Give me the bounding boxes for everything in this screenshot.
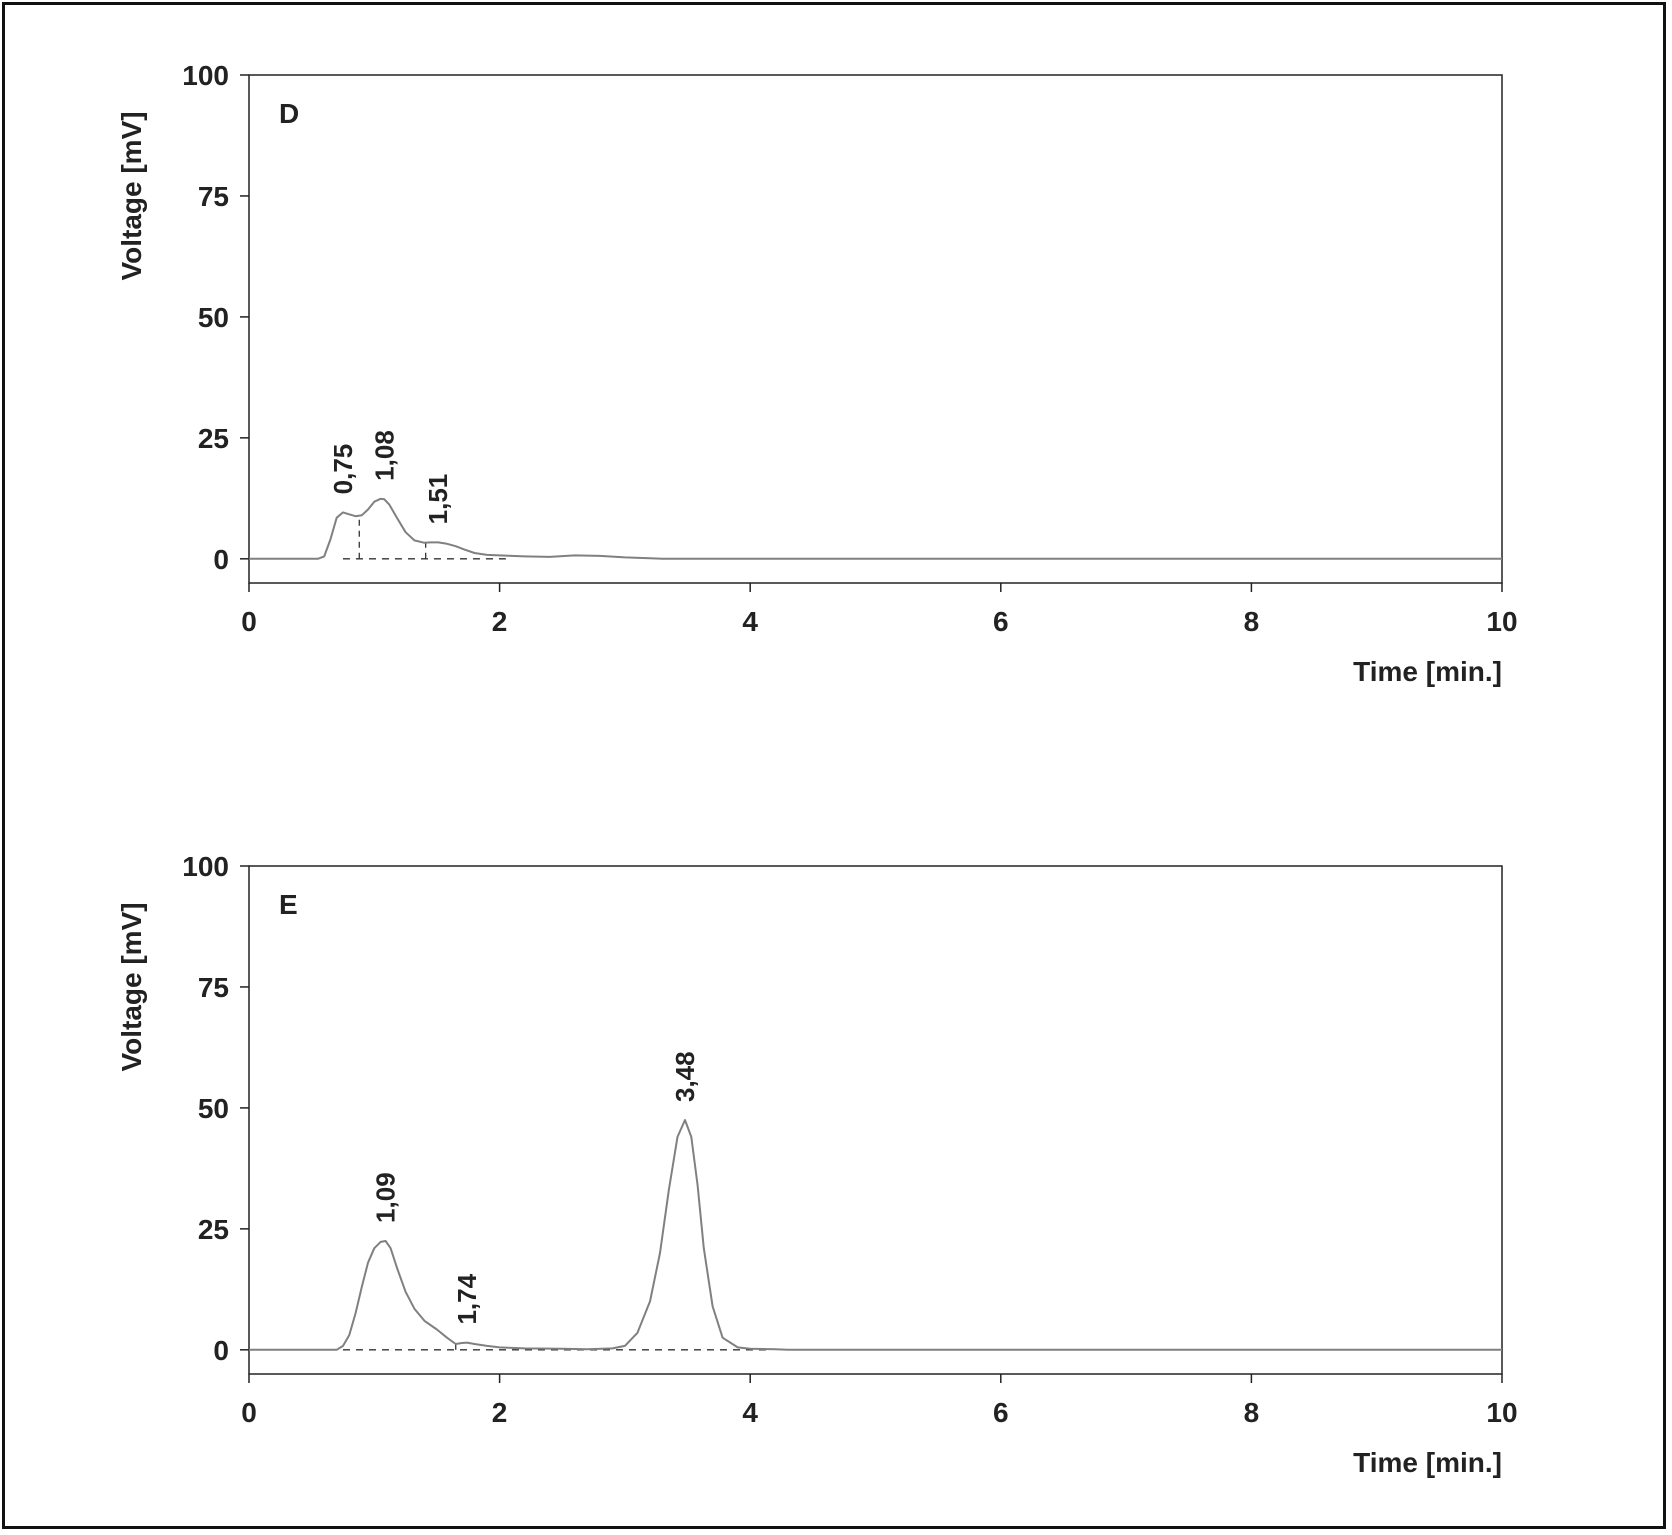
y-tick-label: 100 <box>182 60 229 91</box>
y-tick-label: 0 <box>213 544 229 575</box>
peak-retention-label: 3,48 <box>670 1051 700 1102</box>
chart-panel-d: 0 25 50 75 100 0 2 4 6 8 10 Time [min.] Voltage [mV]… <box>116 60 1518 687</box>
peak-retention-label: 1,08 <box>369 430 399 481</box>
peak-retention-label: 1,51 <box>423 474 453 525</box>
peak-retention-label: 0,75 <box>328 444 358 495</box>
signal-trace <box>249 1119 1502 1351</box>
y-tick-label: 75 <box>198 181 229 212</box>
peak-retention-label: 1,74 <box>452 1273 482 1324</box>
y-axis-title: Voltage [mV] <box>116 111 147 280</box>
x-tick-label: 10 <box>1486 606 1517 637</box>
plot-area-frame <box>248 865 1503 1375</box>
x-tick-label: 8 <box>1244 606 1260 637</box>
y-tick-label: 50 <box>198 302 229 333</box>
x-tick-label: 2 <box>492 1397 508 1428</box>
x-tick-label: 0 <box>241 1397 257 1428</box>
panel-label: D <box>279 98 299 129</box>
x-tick-label: 4 <box>742 606 758 637</box>
x-tick-label: 8 <box>1244 1397 1260 1428</box>
y-tick-label: 50 <box>198 1093 229 1124</box>
x-axis-title: Time [min.] <box>1353 1447 1502 1478</box>
x-tick-label: 6 <box>993 606 1009 637</box>
chart-panel-e: 0 25 50 75 100 0 2 4 6 8 10 Time [min.] Voltage [mV]… <box>116 851 1518 1478</box>
plot-area-frame <box>248 74 1503 584</box>
x-tick-label: 0 <box>241 606 257 637</box>
x-tick-label: 10 <box>1486 1397 1517 1428</box>
y-tick-label: 25 <box>198 1214 229 1245</box>
y-tick-label: 75 <box>198 972 229 1003</box>
peak-retention-label: 1,09 <box>371 1172 401 1223</box>
x-axis-title: Time [min.] <box>1353 656 1502 687</box>
y-tick-label: 0 <box>213 1335 229 1366</box>
y-tick-label: 25 <box>198 423 229 454</box>
y-tick-label: 100 <box>182 851 229 882</box>
signal-trace <box>249 497 1502 560</box>
x-tick-label: 4 <box>742 1397 758 1428</box>
x-tick-label: 2 <box>492 606 508 637</box>
panel-label: E <box>279 889 298 920</box>
y-axis-title: Voltage [mV] <box>116 902 147 1071</box>
x-tick-label: 6 <box>993 1397 1009 1428</box>
